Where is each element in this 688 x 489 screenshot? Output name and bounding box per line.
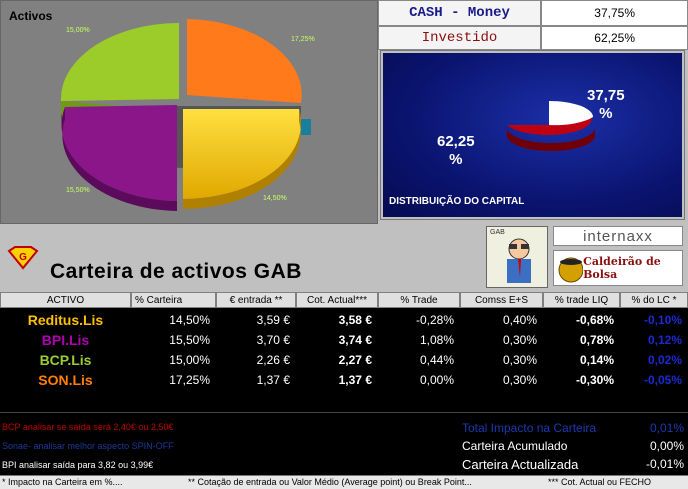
note-bpi: BPI analisar saída para 3,82 ou 3,99€ <box>2 460 154 470</box>
carteira-acumulado-label: Carteira Acumulado <box>462 439 568 453</box>
cell-carteira: 14,50% <box>169 313 210 327</box>
cell-liq: -0,68% <box>575 313 614 327</box>
cell-asset: SON.Lis <box>38 372 93 388</box>
col-header-comss: Comss E+S <box>460 292 543 308</box>
cell-carteira: 15,50% <box>169 333 210 347</box>
cell-lc: 0,02% <box>647 353 682 367</box>
cell-trade: -0,28% <box>415 313 454 327</box>
asset-pie-panel: Activos 15,00% 17,25% 15,50% 14,50% <box>0 0 378 224</box>
dist-slice-cash <box>549 101 593 126</box>
cell-actual: 1,37 € <box>338 373 372 387</box>
note-bcp: BCP analisar se saída será 2,40€ ou 2,50… <box>2 422 174 432</box>
cell-entrada: 2,26 € <box>256 353 290 367</box>
caldeirao-logo-text: Caldeirão de Bolsa <box>583 255 661 281</box>
cell-actual: 2,27 € <box>338 353 372 367</box>
cash-money-label: CASH - Money <box>378 0 541 26</box>
portfolio-table: ACTIVO % Carteira € entrada ** Cot. Actu… <box>0 292 688 412</box>
cell-comss: 0,30% <box>502 373 537 387</box>
cell-liq: -0,30% <box>575 373 614 387</box>
dist-title: DISTRIBUIÇÃO DO CAPITAL <box>389 196 525 207</box>
internaxx-logo[interactable]: internaxx <box>553 226 683 246</box>
cell-lc: -0,05% <box>643 373 682 387</box>
cell-comss: 0,40% <box>502 313 537 327</box>
col-header-trade: % Trade <box>378 292 460 308</box>
gab-cartoon-icon <box>487 227 547 287</box>
pie-slice-bpi <box>61 105 177 201</box>
footnote-impact: * Impacto na Carteira em %.... <box>2 477 123 487</box>
col-header-actual: Cot. Actual*** <box>296 292 378 308</box>
investido-value: 62,25% <box>541 26 688 50</box>
gab-logo: GAB <box>486 226 548 288</box>
total-impact-label: Total Impacto na Carteira <box>462 421 597 435</box>
note-sonae: Sonae- analisar melhor aspecto SPIN-OFF <box>2 441 174 451</box>
dist-cash-pct: 37,75% <box>587 87 625 122</box>
cell-asset: BCP.Lis <box>39 352 92 368</box>
pie-label-green: 15,00% <box>66 27 90 34</box>
pie-label-orange: 17,25% <box>291 36 315 43</box>
pie-title: Activos <box>9 9 53 23</box>
col-header-entrada: € entrada ** <box>216 292 296 308</box>
investido-label: Investido <box>378 26 541 50</box>
pie-slice-other <box>301 119 311 135</box>
cell-comss: 0,30% <box>502 333 537 347</box>
dist-slice-invested-side <box>506 125 595 152</box>
pie-label-purple: 15,50% <box>66 187 90 194</box>
cell-actual: 3,74 € <box>338 333 372 347</box>
pie-slice-bcp <box>60 22 179 101</box>
cell-trade: 0,00% <box>419 373 454 387</box>
cell-entrada: 3,70 € <box>256 333 290 347</box>
carteira-actualizada-label: Carteira Actualizada <box>462 457 579 472</box>
col-header-lc: % do LC * <box>620 292 688 308</box>
asset-pie-chart <box>60 19 311 211</box>
cash-money-value: 37,75% <box>541 0 688 26</box>
cell-trade: 0,44% <box>419 353 454 367</box>
cell-asset: BPI.Lis <box>41 332 90 348</box>
caldeirao-logo[interactable]: Caldeirão de Bolsa <box>553 250 683 286</box>
cell-liq: 0,78% <box>579 333 614 347</box>
cell-actual: 3,58 € <box>338 313 372 327</box>
dist-invested-pct: 62,25% <box>437 133 475 168</box>
cell-lc: -0,10% <box>643 313 682 327</box>
cell-carteira: 17,25% <box>169 373 210 387</box>
pie-slice-reditus <box>183 109 302 199</box>
cell-entrada: 3,59 € <box>256 313 290 327</box>
carteira-acumulado-value: 0,00% <box>649 439 684 453</box>
capital-distribution-chart <box>506 101 595 152</box>
col-header-carteira: % Carteira <box>131 292 216 308</box>
capital-distribution-panel: 37,75% 62,25% DISTRIBUIÇÃO DO CAPITAL <box>380 50 685 220</box>
pie-slice-bpi-side <box>61 107 177 211</box>
pie-slice-son <box>187 19 302 103</box>
pie-label-yellow: 14,50% <box>263 195 287 202</box>
svg-text:G: G <box>19 252 27 263</box>
footnote-entry: ** Cotação de entrada ou Valor Médio (Av… <box>188 477 472 487</box>
cauldron-icon <box>558 257 584 283</box>
carteira-actualizada-value: -0,01% <box>645 457 684 471</box>
col-header-activo: ACTIVO <box>0 292 131 308</box>
cell-carteira: 15,00% <box>169 353 210 367</box>
gab-logo-text: GAB <box>490 229 505 236</box>
footnotes-bar: * Impacto na Carteira em %.... ** Cotaçã… <box>0 475 688 489</box>
col-header-liq: % trade LIQ <box>543 292 620 308</box>
cell-asset: Reditus.Lis <box>27 312 104 328</box>
cell-comss: 0,30% <box>502 353 537 367</box>
superman-logo-icon: G <box>7 246 39 270</box>
footnote-actual: *** Cot. Actual ou FECHO <box>548 477 652 487</box>
cell-lc: 0,12% <box>647 333 682 347</box>
pie-slice-reditus-side <box>183 109 302 209</box>
page-title: Carteira de activos GAB <box>50 260 302 283</box>
cell-trade: 1,08% <box>419 333 454 347</box>
total-impact-value: 0,01% <box>649 421 684 435</box>
cell-liq: 0,14% <box>579 353 614 367</box>
cell-entrada: 1,37 € <box>256 373 290 387</box>
